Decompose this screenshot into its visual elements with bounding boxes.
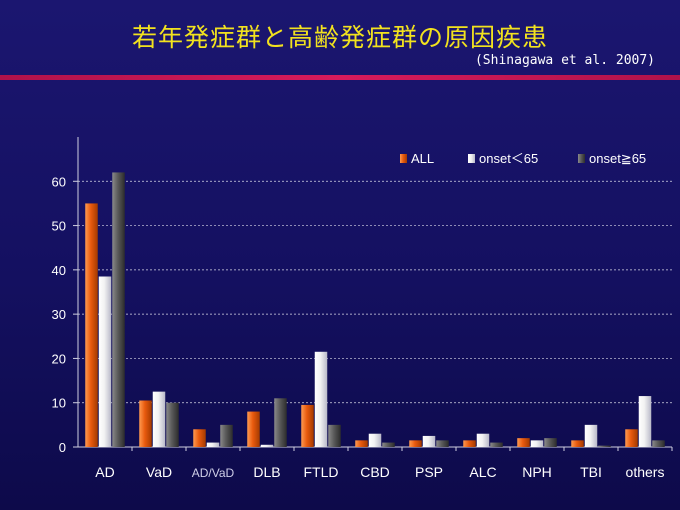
bar-cbd-0 — [355, 440, 368, 447]
category-label: CBD — [360, 464, 390, 480]
bar-cbd-1 — [368, 433, 382, 447]
bar-tbi-0 — [571, 440, 584, 447]
y-tick-label: 20 — [52, 351, 66, 366]
bar-ad-0 — [85, 203, 98, 447]
category-label: AD — [95, 464, 114, 480]
bar-others-0 — [625, 429, 638, 447]
bar-alc-2 — [490, 442, 503, 447]
page-title: 若年発症群と高齢発症群の原因疾患 — [131, 23, 548, 52]
category-label: FTLD — [304, 464, 339, 480]
legend-label: onset＜65 — [479, 151, 538, 166]
bar-ad-vad-1 — [206, 442, 220, 447]
bar-nph-2 — [544, 438, 557, 447]
bar-vad-0 — [139, 400, 152, 447]
legend-swatch — [400, 154, 407, 163]
bar-others-1 — [638, 396, 652, 447]
gridlines — [78, 180, 672, 404]
bar-others-2 — [652, 440, 665, 447]
category-label: ALC — [469, 464, 496, 480]
bar-ad-vad-0 — [193, 429, 206, 447]
source-citation: (Shinagawa et al. 2007) — [474, 53, 655, 68]
bar-alc-0 — [463, 440, 476, 447]
legend-label: ALL — [411, 151, 434, 166]
category-label: NPH — [522, 464, 552, 480]
category-label: VaD — [146, 464, 172, 480]
bar-ftld-2 — [328, 424, 341, 447]
legend: ALL onset＜65 onset≧65 — [400, 151, 646, 166]
category-label: AD/VaD — [192, 466, 235, 480]
legend-label: onset≧65 — [589, 151, 646, 166]
bar-psp-0 — [409, 440, 422, 447]
category-label: others — [626, 464, 665, 480]
bar-ad-vad-2 — [220, 424, 233, 447]
bars — [85, 172, 665, 447]
y-tick-label: 30 — [52, 307, 66, 322]
y-tick-label: 40 — [52, 263, 66, 278]
bar-vad-1 — [152, 391, 166, 447]
bar-tbi-2 — [598, 445, 611, 447]
bar-nph-0 — [517, 438, 530, 447]
y-tick-label: 60 — [52, 174, 66, 189]
bar-alc-1 — [476, 433, 490, 447]
bar-psp-1 — [422, 435, 436, 447]
bar-ftld-1 — [314, 351, 328, 447]
category-label: DLB — [253, 464, 280, 480]
bar-dlb-0 — [247, 411, 260, 447]
bar-ad-1 — [98, 276, 112, 447]
bar-ftld-0 — [301, 404, 314, 447]
bar-ad-2 — [112, 172, 125, 447]
legend-swatch — [578, 154, 585, 163]
y-tick-label: 10 — [52, 396, 66, 411]
bar-dlb-2 — [274, 398, 287, 447]
bar-psp-2 — [436, 440, 449, 447]
y-tick-label: 0 — [59, 440, 66, 455]
title-divider — [0, 75, 680, 80]
bar-nph-1 — [530, 440, 544, 447]
bar-vad-2 — [166, 402, 179, 447]
y-tick-label: 50 — [52, 219, 66, 234]
category-label: TBI — [580, 464, 602, 480]
legend-swatch — [468, 154, 475, 163]
category-label: PSP — [415, 464, 443, 480]
bar-tbi-1 — [584, 424, 598, 447]
category-labels: AD VaD AD/VaD DLB FTLD CBD PSP ALC NPH TBI others — [95, 464, 664, 480]
bar-cbd-2 — [382, 442, 395, 447]
bar-dlb-1 — [260, 444, 274, 447]
